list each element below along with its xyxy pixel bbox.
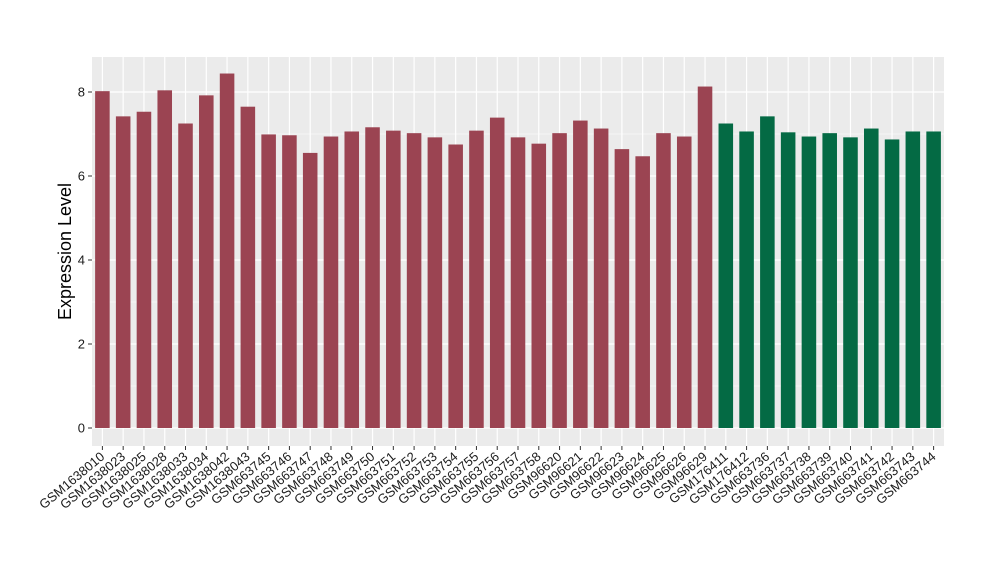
bar-GSM1638033 — [178, 123, 193, 428]
bar-GSM663737 — [780, 132, 796, 428]
bar-GSM96621 — [573, 120, 588, 428]
bar-GSM96625 — [656, 133, 671, 428]
y-tick-label: 4 — [78, 253, 85, 268]
bar-GSM1638028 — [157, 90, 173, 428]
bar-GSM663757 — [510, 137, 526, 429]
bar-GSM176412 — [739, 131, 754, 429]
bar-GSM663758 — [531, 143, 547, 428]
bar-GSM1638023 — [115, 116, 131, 429]
y-axis: 0 2 4 6 8 — [78, 85, 92, 436]
bar-GSM663748 — [323, 136, 339, 428]
bar-GSM663750 — [365, 127, 380, 428]
bar-GSM663742 — [884, 139, 900, 428]
bar-GSM663740 — [843, 137, 858, 429]
bar-GSM663747 — [302, 152, 318, 428]
y-tick-label: 2 — [78, 337, 85, 352]
bar-GSM663753 — [427, 137, 443, 429]
bar-GSM663745 — [261, 134, 276, 429]
y-tick-label: 6 — [78, 169, 85, 184]
bar-GSM96629 — [697, 86, 713, 428]
y-tick-label: 8 — [78, 85, 85, 100]
bar-GSM1638010 — [95, 91, 110, 428]
bar-GSM663752 — [406, 133, 422, 428]
bar-GSM663736 — [760, 116, 775, 429]
bar-GSM96620 — [552, 133, 567, 428]
bar-GSM663751 — [386, 130, 401, 428]
bar-GSM1638043 — [240, 106, 256, 428]
bar-GSM663744 — [926, 131, 941, 429]
bar-GSM663739 — [822, 133, 837, 428]
bar-GSM1638042 — [219, 73, 235, 429]
bar-GSM663738 — [801, 136, 817, 428]
bar-GSM1638034 — [199, 95, 214, 429]
bar-GSM663749 — [344, 131, 360, 429]
bar-GSM663754 — [448, 144, 463, 428]
y-axis-title: Expression Level — [55, 183, 75, 320]
bar-GSM96626 — [676, 136, 692, 428]
bar-GSM663756 — [489, 117, 505, 429]
bar-GSM663741 — [864, 128, 879, 429]
bar-GSM96623 — [614, 149, 630, 428]
bar-GSM96624 — [635, 156, 650, 428]
bar-GSM663746 — [282, 135, 297, 428]
bar-GSM663743 — [905, 131, 921, 429]
bar-GSM96622 — [593, 128, 609, 429]
bar-GSM663755 — [469, 130, 484, 428]
x-axis: GSM1638010GSM1638023GSM1638025GSM1638028… — [36, 446, 939, 512]
bar-GSM176411 — [718, 123, 734, 428]
bars — [95, 73, 941, 429]
bar-GSM1638025 — [136, 111, 152, 429]
y-tick-label: 0 — [78, 421, 85, 436]
